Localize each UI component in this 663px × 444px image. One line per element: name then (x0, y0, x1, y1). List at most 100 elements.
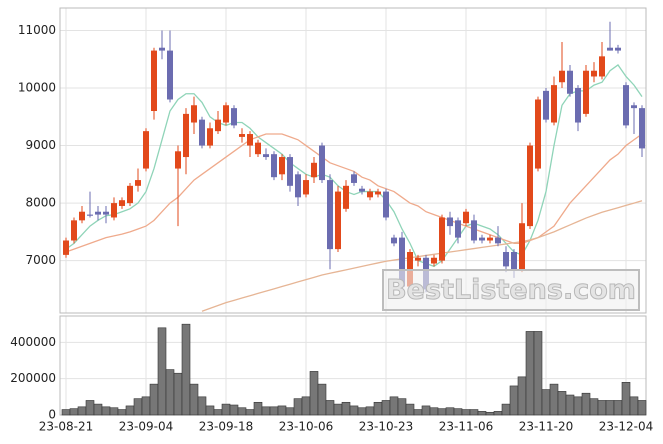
volume-bar (629, 396, 639, 416)
candle-body (463, 211, 469, 224)
y-tick-label: 7000 (25, 253, 56, 267)
candle-body (583, 70, 589, 114)
candle-body (431, 257, 437, 264)
volume-bar (589, 398, 599, 416)
candle-body (351, 174, 357, 183)
volume-bar (349, 405, 359, 416)
x-tick-label: 23-08-21 (39, 420, 93, 434)
y-tick-label: 10000 (18, 80, 56, 94)
watermark-box (382, 269, 640, 311)
y-tick-label: 200000 (10, 371, 56, 385)
volume-bar (493, 411, 503, 416)
candle-body (191, 105, 197, 123)
volume-bar (405, 403, 415, 416)
volume-bar (429, 407, 439, 416)
volume-bar (85, 400, 95, 416)
volume-bar (117, 409, 127, 416)
candle-body (631, 105, 637, 109)
volume-bar (69, 408, 79, 416)
volume-bar (237, 407, 247, 416)
volume-bar (533, 331, 543, 416)
volume-bar (93, 403, 103, 416)
volume-bar (181, 323, 191, 416)
volume-bar (197, 396, 207, 416)
volume-bar (421, 405, 431, 416)
volume-bar (389, 396, 399, 416)
volume-bar (501, 403, 511, 416)
candle-body (71, 220, 77, 241)
candle-body (63, 240, 69, 255)
volume-bar (149, 383, 159, 416)
candle-body (591, 70, 597, 77)
y-tick-label: 11000 (18, 23, 56, 37)
candle-body (623, 85, 629, 126)
candle-body (183, 113, 189, 158)
moving-average-line (201, 200, 643, 312)
candle-body (223, 105, 229, 123)
candle-body (199, 119, 205, 146)
candle-body (615, 47, 621, 51)
candle-body (119, 200, 125, 206)
candle-body (207, 128, 213, 146)
candle-body (439, 217, 445, 261)
candle-body (103, 211, 109, 215)
candle-body (143, 131, 149, 169)
candle-body (487, 237, 493, 241)
volume-bar (365, 406, 375, 416)
candle-body (367, 191, 373, 198)
volume-bar (621, 382, 631, 416)
candle-body (167, 50, 173, 100)
candle-body (247, 134, 253, 146)
volume-bar (565, 394, 575, 416)
candle-body (375, 191, 381, 195)
candle-body (303, 180, 309, 195)
candle-body (607, 47, 613, 51)
volume-bar (309, 371, 319, 416)
volume-bar (301, 396, 311, 416)
candle-body (295, 174, 301, 198)
volume-bar (477, 411, 487, 416)
candle-body (263, 154, 269, 158)
volume-bar (253, 401, 263, 416)
candle-body (639, 108, 645, 149)
volume-bar (293, 398, 303, 416)
x-tick-label: 23-10-06 (279, 420, 333, 434)
candle-body (287, 157, 293, 186)
volume-bar (549, 383, 559, 416)
candle-body (239, 134, 245, 137)
candle-body (479, 237, 485, 241)
volume-bar (125, 405, 135, 416)
candle-body (231, 108, 237, 126)
volume-bar (213, 409, 223, 416)
candle-body (543, 90, 549, 120)
candle-body (255, 142, 261, 155)
candle-body (567, 70, 573, 94)
candle-body (95, 211, 101, 215)
volume-bar (605, 400, 615, 416)
x-tick-label: 23-12-04 (599, 420, 653, 434)
candle-body (559, 70, 565, 83)
candle-body (455, 220, 461, 238)
volume-bar (557, 391, 567, 416)
candle-body (447, 217, 453, 227)
volume-bar (509, 385, 519, 416)
volume-bar (597, 400, 607, 416)
candle-body (359, 188, 365, 192)
x-tick-label: 23-09-18 (199, 420, 253, 434)
candle-body (511, 252, 517, 270)
volume-bar (173, 372, 183, 416)
candle-body (151, 50, 157, 112)
x-tick-label: 23-11-06 (439, 420, 493, 434)
volume-bar (229, 404, 239, 416)
candle-body (335, 191, 341, 250)
volume-bar (413, 409, 423, 416)
volume-bar (205, 405, 215, 416)
moving-average-line (65, 133, 643, 253)
y-tick-label: 9000 (25, 138, 56, 152)
candle-body (415, 257, 421, 261)
volume-bar (517, 376, 527, 416)
volume-bar (637, 400, 647, 416)
volume-bar (573, 396, 583, 416)
volume-bar (277, 405, 287, 416)
plot-area (63, 21, 645, 312)
